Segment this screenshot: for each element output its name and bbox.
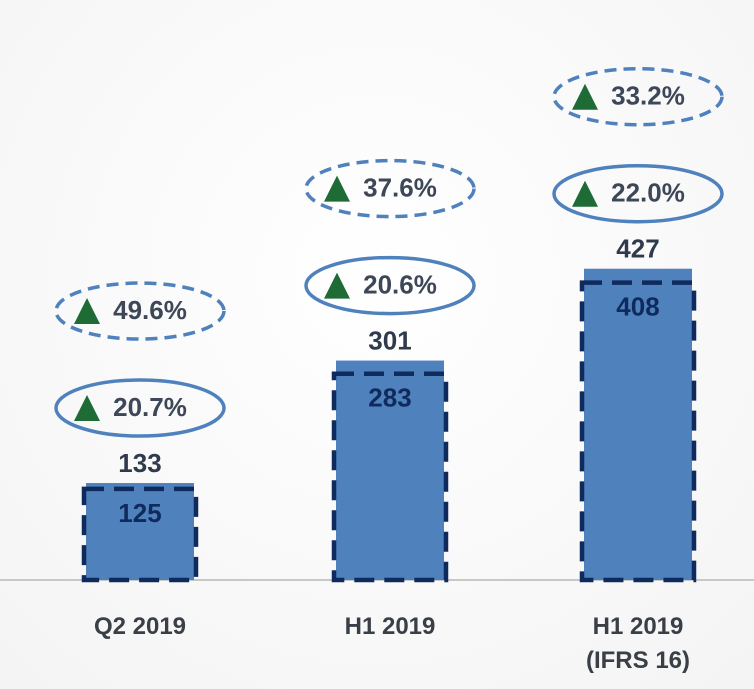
bar-label: 133 — [118, 448, 161, 478]
x-tick-label: H1 2019 (IFRS 16) — [585, 613, 690, 674]
growth-label: 22.0% — [611, 178, 685, 208]
comparison-label: 283 — [368, 383, 411, 413]
bar-label: 427 — [616, 234, 659, 264]
bar — [584, 268, 692, 580]
bar-label: 301 — [368, 325, 411, 355]
up-triangle — [74, 395, 100, 422]
bar — [86, 483, 194, 580]
comparison-box — [331, 371, 449, 583]
growth-label: 20.6% — [363, 269, 437, 299]
dashed-growth-ellipse — [54, 281, 226, 341]
comparison-label: 408 — [616, 291, 659, 321]
x-tick-label: Q2 2019 — [93, 613, 187, 640]
up-triangle — [572, 83, 598, 110]
growth-ellipse — [54, 378, 226, 438]
growth-label: 33.2% — [611, 81, 685, 111]
growth-label: 37.6% — [363, 172, 437, 202]
comparison-label: 125 — [118, 498, 161, 528]
dashed-growth-ellipse — [304, 158, 476, 219]
dashed-growth-ellipse — [552, 66, 724, 127]
growth-label: 20.7% — [113, 392, 187, 422]
up-triangle — [324, 175, 350, 202]
x-tick-label: H1 2019 — [344, 613, 436, 640]
growth-ellipse — [552, 163, 724, 224]
comparison-box — [81, 486, 199, 583]
comparison-box — [579, 280, 697, 583]
up-triangle — [572, 180, 598, 207]
bar — [336, 360, 444, 580]
up-triangle — [74, 298, 100, 325]
growth-ellipse — [304, 255, 476, 316]
growth-label: 49.6% — [113, 295, 187, 325]
up-triangle — [324, 272, 350, 299]
